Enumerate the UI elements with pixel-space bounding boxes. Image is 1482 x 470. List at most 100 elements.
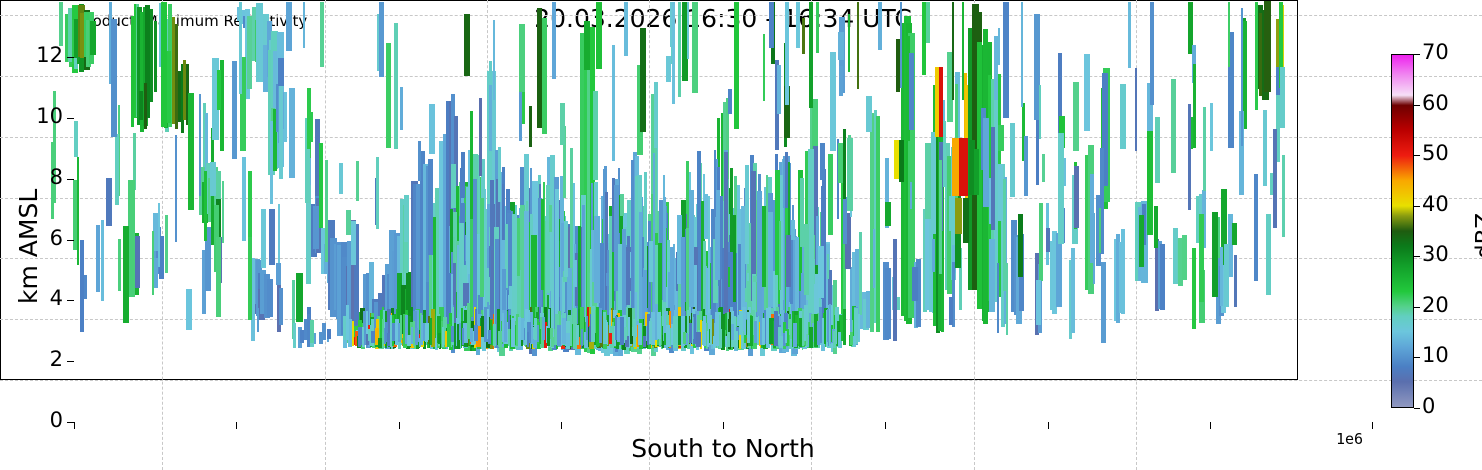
reflectivity-cell <box>443 133 449 350</box>
reflectivity-cell <box>776 64 781 115</box>
reflectivity-cell <box>793 322 798 348</box>
reflectivity-cell <box>826 253 830 280</box>
reflectivity-cell <box>703 241 707 316</box>
reflectivity-cell <box>746 312 751 343</box>
reflectivity-cell <box>767 211 774 308</box>
reflectivity-cell <box>74 121 78 157</box>
colorbar-tick-label: 10 <box>1422 343 1449 368</box>
reflectivity-cell <box>678 316 682 346</box>
reflectivity-cell <box>256 308 259 333</box>
reflectivity-cell <box>1154 206 1159 248</box>
reflectivity-cell <box>787 162 791 276</box>
reflectivity-cell <box>515 217 521 277</box>
reflectivity-cell <box>302 1 306 48</box>
reflectivity-cell <box>727 331 731 347</box>
reflectivity-cell <box>704 194 709 240</box>
reflectivity-cell <box>842 159 847 343</box>
reflectivity-cell <box>968 139 975 195</box>
reflectivity-cell <box>484 208 488 318</box>
reflectivity-cell <box>990 127 996 230</box>
reflectivity-cell <box>798 317 803 348</box>
reflectivity-cell <box>630 159 635 346</box>
reflectivity-cell <box>1038 202 1043 281</box>
reflectivity-cell <box>852 335 857 347</box>
reflectivity-cell <box>160 1 167 127</box>
reflectivity-cell <box>449 208 454 286</box>
reflectivity-cell <box>491 325 494 345</box>
reflectivity-cell <box>386 309 391 340</box>
reflectivity-cell <box>699 319 703 349</box>
reflectivity-cell <box>750 171 757 301</box>
reflectivity-cell <box>1188 103 1191 210</box>
reflectivity-cell <box>678 261 683 337</box>
reflectivity-cell <box>1263 109 1267 186</box>
reflectivity-cell <box>828 269 832 305</box>
reflectivity-cell <box>684 316 688 346</box>
reflectivity-cell <box>795 236 799 345</box>
y-axis-tick-label: 0 <box>49 408 63 432</box>
reflectivity-cell <box>579 307 585 346</box>
reflectivity-cell <box>648 241 653 282</box>
reflectivity-cell <box>994 86 998 302</box>
reflectivity-cell <box>1202 190 1206 248</box>
reflectivity-cell <box>313 206 320 249</box>
reflectivity-cell <box>144 4 150 119</box>
reflectivity-cell <box>106 177 112 226</box>
reflectivity-cell <box>1266 214 1271 295</box>
reflectivity-cell <box>351 220 356 266</box>
y-axis-tick <box>67 178 74 180</box>
reflectivity-cell <box>95 225 101 293</box>
reflectivity-cell <box>667 271 671 316</box>
reflectivity-cell <box>655 245 658 340</box>
reflectivity-cell <box>562 290 565 330</box>
reflectivity-cell <box>795 1 800 48</box>
reflectivity-cell <box>474 325 479 342</box>
reflectivity-cell <box>856 1 859 89</box>
reflectivity-cell <box>493 323 497 347</box>
reflectivity-cell <box>837 331 841 348</box>
reflectivity-cell <box>682 1 689 82</box>
reflectivity-cell <box>702 316 706 346</box>
reflectivity-cell <box>565 332 570 347</box>
reflectivity-cell <box>417 141 421 181</box>
reflectivity-cell <box>584 30 589 352</box>
reflectivity-cell <box>959 247 963 310</box>
reflectivity-cell <box>616 244 620 347</box>
reflectivity-cell <box>483 308 486 347</box>
reflectivity-cell <box>892 239 898 342</box>
colorbar-tick <box>1414 54 1420 55</box>
reflectivity-cell <box>873 229 876 288</box>
reflectivity-cell <box>571 324 575 344</box>
reflectivity-cell <box>232 60 237 160</box>
reflectivity-cell <box>484 306 488 342</box>
y-axis-tick <box>67 57 74 59</box>
reflectivity-cell <box>430 318 432 345</box>
reflectivity-cell <box>621 229 627 334</box>
reflectivity-cell <box>1182 234 1188 280</box>
reflectivity-cell <box>696 315 700 344</box>
reflectivity-cell <box>1220 247 1224 307</box>
reflectivity-cell <box>806 334 811 347</box>
reflectivity-cell <box>718 196 723 279</box>
reflectivity-cell <box>278 57 285 87</box>
reflectivity-cell <box>542 316 546 340</box>
reflectivity-cell <box>171 17 176 125</box>
reflectivity-cell <box>53 91 56 203</box>
reflectivity-cell <box>1258 12 1266 96</box>
reflectivity-cell <box>446 323 452 347</box>
reflectivity-cell <box>180 63 185 134</box>
reflectivity-cell <box>80 240 84 332</box>
y-axis-tick-label: 8 <box>49 164 63 189</box>
reflectivity-cell <box>813 146 819 291</box>
reflectivity-cell <box>637 323 642 345</box>
reflectivity-cell <box>1160 243 1165 311</box>
reflectivity-cell <box>580 329 584 347</box>
reflectivity-cell <box>633 318 636 348</box>
reflectivity-cell <box>425 323 430 340</box>
y-axis-tick <box>67 422 74 423</box>
reflectivity-cell <box>847 13 851 73</box>
reflectivity-cell <box>1239 111 1244 195</box>
reflectivity-cell <box>154 257 158 289</box>
reflectivity-cell <box>802 218 805 319</box>
y-axis-tick <box>67 239 74 241</box>
